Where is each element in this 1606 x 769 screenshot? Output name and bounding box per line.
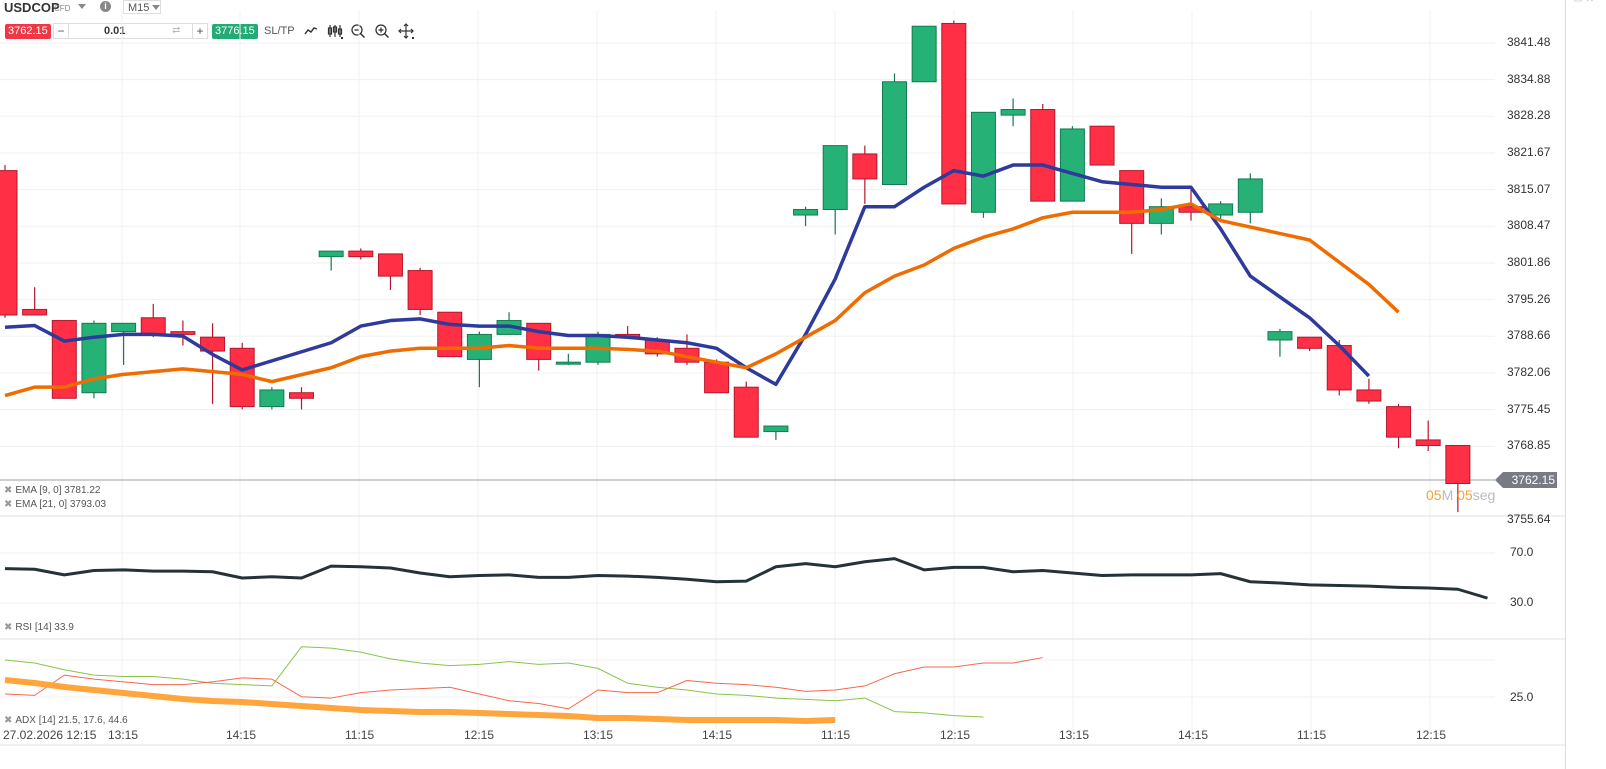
price-axis-label: 3808.47 [1507,218,1551,233]
time-axis-label: 14:15 [1178,728,1209,742]
symbol-type: CFD [54,4,71,13]
price-axis-label: 3768.85 [1507,438,1551,453]
legend-ema9[interactable]: ✖ EMA [9, 0] 3781.22 [4,485,101,496]
zoom-in-icon[interactable] [374,23,390,39]
candle-countdown: 05M 05seg [1426,487,1496,503]
time-axis-label: 13:15 [583,728,614,742]
price-axis-label: 3782.06 [1507,364,1551,379]
sell-button[interactable]: 3762.15 [5,24,51,39]
price-axis-label: 3841.48 [1507,35,1551,49]
time-axis-label: 11:15 [1297,728,1327,742]
legend-adx[interactable]: ✖ ADX [14] 21.5, 17.6, 44.6 [4,715,128,726]
timeframe-select[interactable]: M15 [123,0,161,14]
price-axis-label: 3815.07 [1507,181,1551,196]
time-axis-label: 13:15 [108,728,139,742]
chevron-down-icon [152,5,160,10]
legend-ema21[interactable]: ✖ EMA [21, 0] 3793.03 [4,499,107,510]
grid-lines [0,10,1565,746]
symbol-dropdown-chevron-icon[interactable] [78,4,86,9]
remove-indicator-icon[interactable]: ✖ [4,485,13,496]
adx-axis-25: 25.0 [1510,690,1534,704]
adx-lines [4,646,1043,724]
quantity-input[interactable]: 0.01 [104,25,126,37]
remove-indicator-icon[interactable]: ✖ [4,499,13,510]
decrease-quantity-button[interactable]: − [54,24,69,38]
line-chart-icon[interactable] [303,23,319,39]
current-price-tag: 3762.15 [1495,472,1557,488]
remove-indicator-icon[interactable]: ✖ [4,622,13,633]
price-axis-label: 3755.64 [1507,511,1551,526]
time-axis-label: 14:15 [226,728,257,742]
price-axis-label: 3775.45 [1507,401,1551,416]
info-icon[interactable]: i [100,1,111,12]
time-axis-label: 12:15 [1416,728,1447,742]
price-axis-label: 3801.86 [1507,255,1551,269]
rsi-axis-30: 30.0 [1510,595,1534,609]
price-axis-label: 3795.26 [1507,291,1551,306]
ema-lines [4,163,1400,398]
candlesticks [0,20,1471,513]
increase-quantity-button[interactable]: + [192,24,207,38]
rsi-line [4,557,1488,600]
time-axis-label: 12:15 [464,728,495,742]
price-axis-label: 3834.88 [1507,71,1551,86]
zoom-out-icon[interactable] [350,23,366,39]
chart-header: USDCOP CFD i M15 [0,0,600,16]
time-axis-label: 11:15 [821,728,851,742]
sltp-button[interactable]: SL/TP [264,25,295,37]
swap-icon[interactable]: ⇄ [172,25,181,36]
price-axis-label: 3828.28 [1507,108,1551,123]
remove-indicator-icon[interactable]: ✖ [4,715,13,726]
time-axis-label: 11:15 [345,728,375,742]
price-axis-label: 3788.66 [1507,328,1551,343]
buy-button[interactable]: 3776.15 [212,24,258,39]
crosshair-move-icon[interactable] [398,23,414,39]
price-axis-border [1565,0,1566,769]
time-axis-label: 27.02.2026 12:15 [3,728,97,742]
time-axis-label: 13:15 [1059,728,1090,742]
price-axis-label: 3821.67 [1507,145,1551,159]
rsi-axis-70: 70.0 [1510,545,1534,559]
time-axis-label: 14:15 [702,728,733,742]
time-axis-label: 12:15 [940,728,971,742]
window-controls[interactable]: ▭ ✕ [1573,0,1594,5]
legend-rsi[interactable]: ✖ RSI [14] 33.9 [4,622,74,633]
candlestick-icon[interactable] [327,23,343,39]
quantity-stepper[interactable]: − 0.01 ⇄ + [53,23,208,39]
timeframe-value: M15 [128,2,150,14]
symbol-name[interactable]: USDCOP [4,0,60,15]
